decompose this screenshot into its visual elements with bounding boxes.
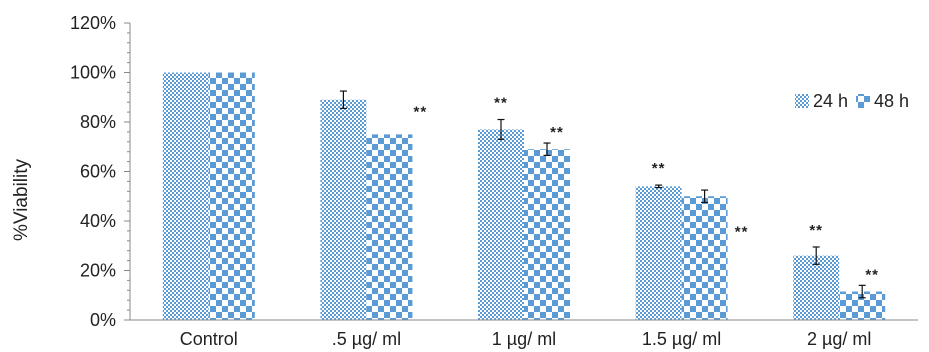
x-axis-tick-labels: Control .5 µg/ ml 1 µg/ ml 1.5 µg/ ml 2 µg/ …: [180, 329, 872, 349]
significance-marker: **: [414, 103, 428, 120]
legend-item-48h: 48 h: [856, 91, 909, 111]
bar-24h: [793, 255, 840, 320]
legend-swatch: [795, 94, 809, 108]
error-bar: [497, 118, 505, 140]
x-tick-label: 2 µg/ ml: [807, 329, 871, 349]
bar-24h: [478, 129, 524, 320]
y-tick-label: 100%: [70, 63, 116, 83]
y-axis-title: %Viability: [11, 158, 32, 241]
bars: [162, 72, 886, 320]
error-bar: [701, 189, 709, 204]
legend-label: 24 h: [813, 91, 848, 111]
legend-item-24h: 24 h: [795, 91, 848, 111]
error-bar: [655, 184, 663, 189]
significance-marker: **: [494, 95, 508, 112]
x-tick-label: Control: [180, 329, 238, 349]
error-bar: [812, 246, 820, 265]
significance-marker: **: [550, 124, 564, 141]
error-bar: [543, 142, 551, 157]
error-bar: [339, 90, 347, 109]
bar-24h: [635, 186, 682, 320]
legend: 24 h 48 h: [795, 91, 909, 111]
y-tick-label: 120%: [70, 13, 116, 33]
x-tick-label: .5 µg/ ml: [332, 329, 401, 349]
bar-48h: [208, 72, 255, 320]
bar-24h: [162, 72, 209, 320]
bar-48h: [524, 149, 570, 320]
error-bars: [339, 90, 866, 299]
significance-marker: **: [865, 266, 879, 283]
x-tick-label: 1 µg/ ml: [492, 329, 556, 349]
x-tick-label: 1.5 µg/ ml: [642, 329, 721, 349]
significance-markers: ** ** ** ** ** ** **: [414, 95, 879, 284]
bar-24h: [320, 99, 367, 320]
significance-marker: **: [652, 160, 666, 177]
y-tick-label: 20%: [80, 261, 116, 281]
legend-swatch: [856, 94, 870, 108]
significance-marker: **: [809, 222, 823, 239]
y-axis-ticks: 0% 20% 40% 60% 80% 100% 120%: [70, 13, 130, 330]
y-tick-label: 80%: [80, 112, 116, 132]
bar-48h: [681, 196, 728, 320]
significance-marker: **: [735, 223, 749, 240]
error-bar: [858, 284, 866, 299]
y-tick-label: 0%: [90, 310, 116, 330]
y-tick-label: 60%: [80, 162, 116, 182]
legend-label: 48 h: [874, 91, 909, 111]
y-tick-label: 40%: [80, 211, 116, 231]
bar-48h: [366, 134, 413, 320]
